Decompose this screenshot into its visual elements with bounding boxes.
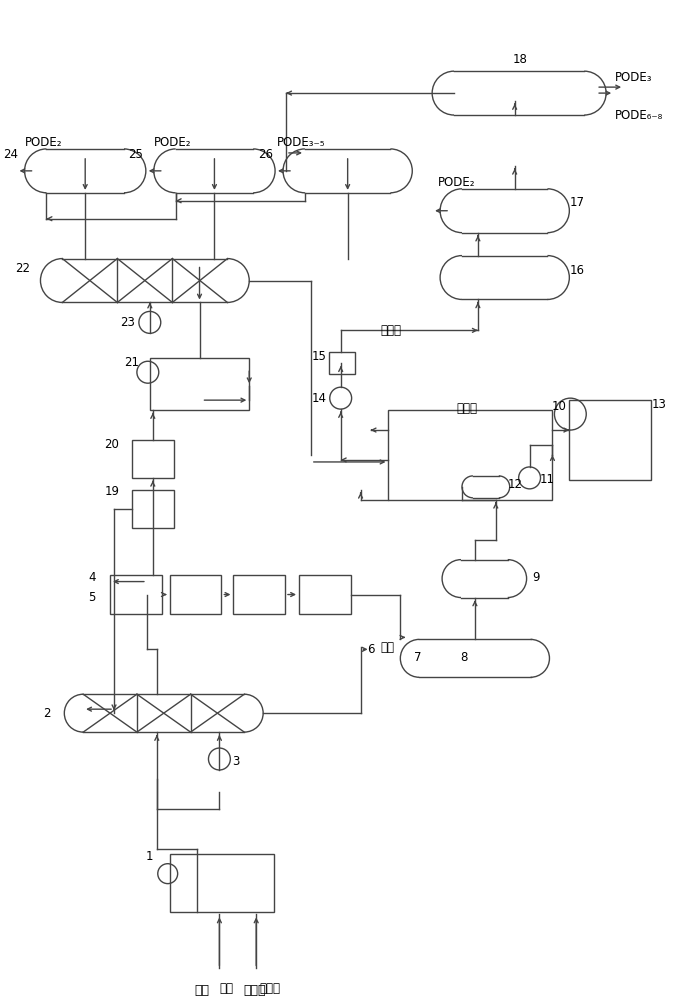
Text: 16: 16 [570, 264, 584, 277]
Text: 20: 20 [105, 438, 120, 451]
Text: 稀甲醒: 稀甲醒 [456, 402, 477, 415]
Text: PODE₆₋₈: PODE₆₋₈ [615, 109, 663, 122]
Text: 5: 5 [88, 591, 96, 604]
Text: 稀甲醛: 稀甲醛 [243, 984, 265, 997]
Text: 2: 2 [42, 707, 50, 720]
Text: 3: 3 [233, 755, 240, 768]
Text: 11: 11 [540, 473, 555, 486]
Text: 23: 23 [120, 316, 136, 329]
Bar [299, 575, 351, 614]
Text: 19: 19 [104, 485, 120, 498]
Text: 7: 7 [414, 651, 422, 664]
Bar [234, 575, 285, 614]
Bar [569, 400, 651, 480]
Text: 10: 10 [552, 400, 567, 413]
Text: 25: 25 [129, 148, 143, 161]
Text: 4: 4 [88, 571, 96, 584]
Text: 18: 18 [512, 53, 527, 66]
Text: 1: 1 [146, 850, 154, 863]
Text: 22: 22 [15, 262, 30, 275]
Bar [132, 490, 174, 528]
Text: 甲醇: 甲醇 [194, 984, 209, 997]
Text: 15: 15 [311, 350, 326, 363]
Text: 8: 8 [460, 651, 468, 664]
Text: 12: 12 [508, 478, 523, 491]
Bar [150, 358, 250, 410]
Text: PODE₂: PODE₂ [438, 176, 475, 189]
Text: 6: 6 [367, 643, 375, 656]
Text: 26: 26 [258, 148, 272, 161]
Bar [389, 410, 553, 500]
Bar [110, 575, 162, 614]
Text: PODE₂: PODE₂ [24, 136, 62, 149]
Text: 甲醒: 甲醒 [220, 982, 234, 995]
Text: 13: 13 [651, 398, 667, 411]
Text: 14: 14 [311, 392, 327, 405]
Text: 21: 21 [124, 356, 140, 369]
Text: 24: 24 [3, 148, 18, 161]
Text: PODE₃₋₅: PODE₃₋₅ [277, 136, 325, 149]
Text: 稀甲醒: 稀甲醒 [259, 982, 280, 995]
Text: PODE₂: PODE₂ [154, 136, 191, 149]
Bar [132, 440, 174, 478]
Bar [329, 352, 354, 374]
Bar [170, 575, 222, 614]
Text: 废水: 废水 [380, 641, 395, 654]
Text: 稀甲醒: 稀甲醒 [380, 324, 402, 337]
Text: 9: 9 [532, 571, 539, 584]
Bar [170, 854, 274, 912]
Text: PODE₃: PODE₃ [615, 71, 653, 84]
Text: 17: 17 [570, 196, 584, 209]
